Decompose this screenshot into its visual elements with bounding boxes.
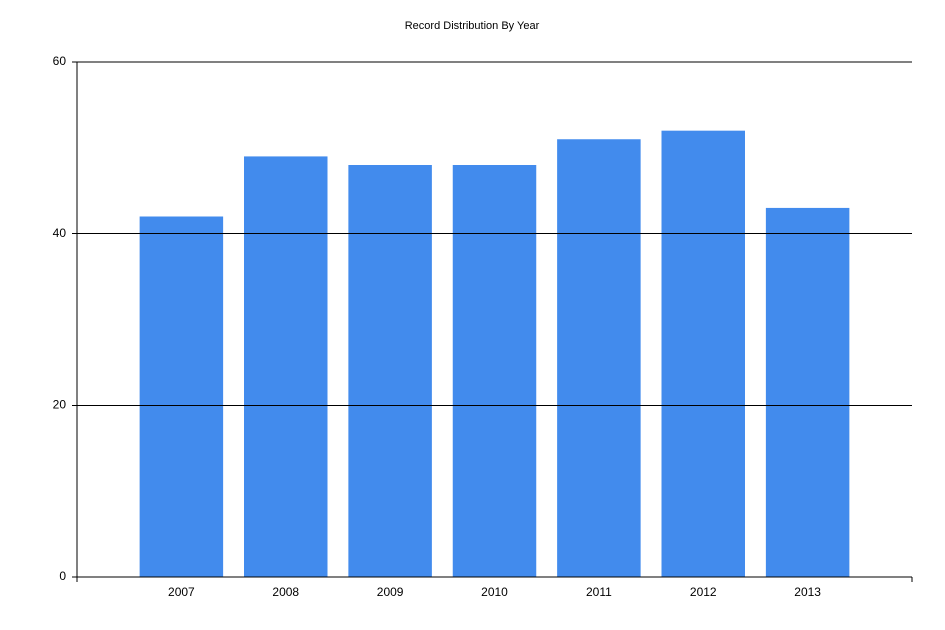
y-tick-label: 0 (59, 569, 66, 583)
y-tick-label: 60 (53, 54, 67, 68)
x-tick-label: 2007 (168, 585, 195, 599)
x-tick-label: 2011 (586, 585, 612, 599)
bar (348, 165, 432, 577)
x-tick-label: 2009 (377, 585, 404, 599)
bar (765, 207, 850, 577)
x-tick-label: 2013 (794, 585, 821, 599)
y-tick-label: 20 (53, 398, 67, 412)
y-tick-label: 40 (53, 226, 67, 240)
x-tick-label: 2008 (272, 585, 299, 599)
bar (661, 130, 745, 577)
bar (452, 165, 537, 577)
bar (557, 139, 641, 577)
x-tick-label: 2010 (481, 585, 508, 599)
bar (244, 156, 328, 577)
chart-title: Record Distribution By Year (405, 20, 540, 32)
bar (139, 216, 224, 577)
x-tick-label: 2012 (690, 585, 717, 599)
